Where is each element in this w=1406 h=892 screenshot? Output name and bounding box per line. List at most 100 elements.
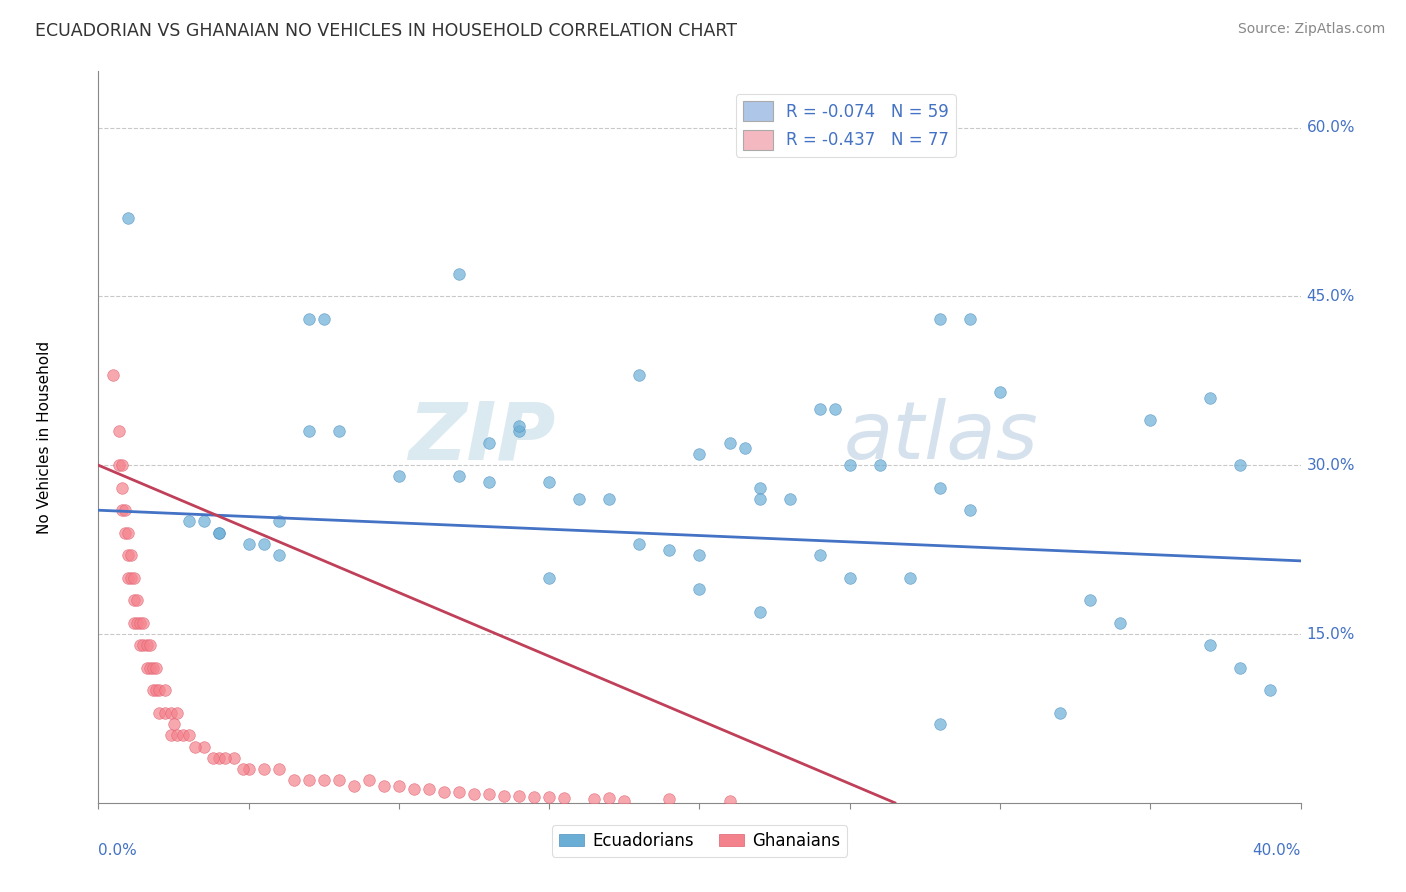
Point xyxy=(141,661,163,675)
Point xyxy=(838,571,860,585)
Point xyxy=(253,762,276,776)
Point xyxy=(1139,413,1161,427)
Point xyxy=(148,683,170,698)
Point xyxy=(114,503,136,517)
Point xyxy=(177,515,200,529)
Point xyxy=(193,739,215,754)
Text: No Vehicles in Household: No Vehicles in Household xyxy=(37,341,52,533)
Point xyxy=(628,537,651,551)
Point xyxy=(111,481,134,495)
Point xyxy=(613,793,636,807)
Point xyxy=(214,751,236,765)
Point xyxy=(312,312,335,326)
Point xyxy=(166,728,188,742)
Text: 40.0%: 40.0% xyxy=(1253,843,1301,858)
Point xyxy=(869,458,891,473)
Point xyxy=(824,401,846,416)
Point xyxy=(343,779,366,793)
Point xyxy=(508,418,530,433)
Point xyxy=(598,791,620,805)
Point xyxy=(538,790,561,805)
Point xyxy=(748,491,770,506)
Point xyxy=(111,458,134,473)
Point xyxy=(267,762,290,776)
Point xyxy=(718,793,741,807)
Point xyxy=(238,537,260,551)
Point xyxy=(808,548,831,562)
Point xyxy=(162,717,184,731)
Point xyxy=(153,683,176,698)
Point xyxy=(148,706,170,720)
Point xyxy=(688,447,710,461)
Point xyxy=(402,782,425,797)
Point xyxy=(129,638,152,652)
Point xyxy=(183,739,205,754)
Point xyxy=(1199,638,1222,652)
Point xyxy=(208,751,231,765)
Point xyxy=(172,728,194,742)
Point xyxy=(808,401,831,416)
Point xyxy=(298,312,321,326)
Point xyxy=(193,515,215,529)
Point xyxy=(658,792,681,806)
Point xyxy=(208,525,231,540)
Point xyxy=(127,593,149,607)
Point xyxy=(478,787,501,801)
Point xyxy=(598,491,620,506)
Point xyxy=(538,475,561,489)
Point xyxy=(153,706,176,720)
Point xyxy=(494,789,516,803)
Text: Source: ZipAtlas.com: Source: ZipAtlas.com xyxy=(1237,22,1385,37)
Point xyxy=(117,525,139,540)
Point xyxy=(132,638,155,652)
Point xyxy=(688,548,710,562)
Point xyxy=(124,593,146,607)
Point xyxy=(159,706,181,720)
Text: ECUADORIAN VS GHANAIAN NO VEHICLES IN HOUSEHOLD CORRELATION CHART: ECUADORIAN VS GHANAIAN NO VEHICLES IN HO… xyxy=(35,22,737,40)
Text: ZIP: ZIP xyxy=(408,398,555,476)
Point xyxy=(1229,458,1251,473)
Point xyxy=(959,312,981,326)
Point xyxy=(959,503,981,517)
Point xyxy=(1260,683,1282,698)
Point xyxy=(447,784,470,798)
Point xyxy=(357,773,380,788)
Point xyxy=(141,683,163,698)
Point xyxy=(124,615,146,630)
Point xyxy=(208,525,231,540)
Text: 60.0%: 60.0% xyxy=(1306,120,1355,135)
Point xyxy=(127,615,149,630)
Point xyxy=(124,571,146,585)
Point xyxy=(328,425,350,439)
Point xyxy=(117,211,139,225)
Point xyxy=(135,661,157,675)
Point xyxy=(553,791,575,805)
Point xyxy=(114,525,136,540)
Point xyxy=(929,717,952,731)
Point xyxy=(121,571,143,585)
Point xyxy=(734,442,756,456)
Text: 15.0%: 15.0% xyxy=(1306,626,1355,641)
Point xyxy=(898,571,921,585)
Point xyxy=(117,548,139,562)
Point xyxy=(138,661,160,675)
Point xyxy=(117,571,139,585)
Point xyxy=(121,548,143,562)
Point xyxy=(463,787,485,801)
Point xyxy=(1109,615,1132,630)
Point xyxy=(267,515,290,529)
Point xyxy=(988,385,1011,400)
Point xyxy=(523,790,546,805)
Point xyxy=(298,773,321,788)
Point xyxy=(583,792,606,806)
Point xyxy=(166,706,188,720)
Point xyxy=(568,491,591,506)
Point xyxy=(538,571,561,585)
Point xyxy=(508,789,530,803)
Point xyxy=(145,683,167,698)
Point xyxy=(129,615,152,630)
Point xyxy=(177,728,200,742)
Point xyxy=(838,458,860,473)
Point xyxy=(328,773,350,788)
Point xyxy=(418,782,440,797)
